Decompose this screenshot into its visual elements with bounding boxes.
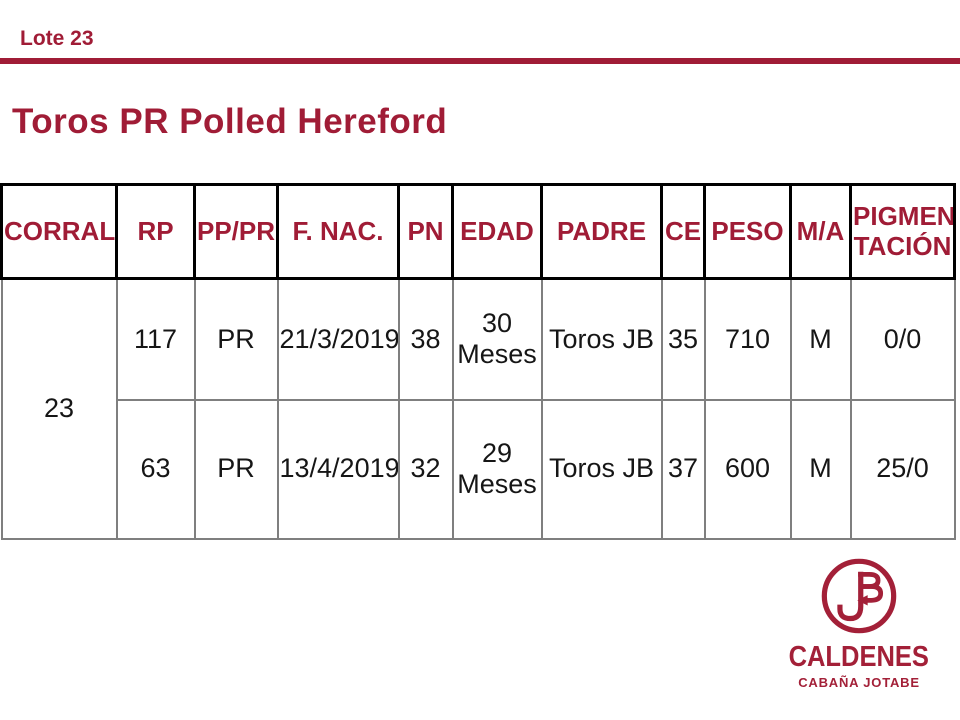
header-divider-line <box>0 58 960 64</box>
col-header-f-nac: F. NAC. <box>276 183 400 280</box>
cell-pp-pr: PR <box>193 277 279 401</box>
col-header-rp: RP <box>115 183 196 280</box>
cattle-table: CORRAL RP PP/PR F. NAC. PN EDAD PADRE CE… <box>0 183 956 540</box>
cell-m-a: M <box>789 398 852 540</box>
caldenes-logo: CALDENES CABAÑA JOTABE <box>788 557 930 690</box>
table-row: 23 117 PR 21/3/2019 38 30 Meses Toros JB… <box>0 277 956 540</box>
cell-f-nac: 21/3/2019 <box>276 277 400 401</box>
col-header-pn: PN <box>397 183 454 280</box>
col-header-corral: CORRAL <box>0 183 118 280</box>
page-title: Toros PR Polled Hereford <box>12 102 448 141</box>
table-header-row: CORRAL RP PP/PR F. NAC. PN EDAD PADRE CE… <box>0 183 956 280</box>
cell-rp: 63 <box>115 398 196 540</box>
cell-ce: 35 <box>660 277 706 401</box>
cell-m-a: M <box>789 277 852 401</box>
cell-ce: 37 <box>660 398 706 540</box>
table-row: 63 PR 13/4/2019 32 29 Meses Toros JB 37 … <box>2 398 956 540</box>
cell-pigmentacion: 0/0 <box>849 277 956 401</box>
cell-rp: 117 <box>115 277 196 401</box>
col-header-pp-pr: PP/PR <box>193 183 279 280</box>
col-header-ce: CE <box>660 183 706 280</box>
cell-corral: 23 <box>0 277 118 540</box>
logo-subtitle: CABAÑA JOTABE <box>798 675 920 690</box>
cell-f-nac: 13/4/2019 <box>276 398 400 540</box>
cell-pn: 32 <box>397 398 454 540</box>
cell-pigmentacion: 25/0 <box>849 398 956 540</box>
col-header-edad: EDAD <box>451 183 543 280</box>
col-header-peso: PESO <box>703 183 792 280</box>
logo-wordmark: CALDENES <box>788 641 930 673</box>
cell-pn: 38 <box>397 277 454 401</box>
cell-pp-pr: PR <box>193 398 279 540</box>
cell-edad: 29 Meses <box>451 398 543 540</box>
lot-label: Lote 23 <box>20 27 94 50</box>
cell-peso: 710 <box>703 277 792 401</box>
col-header-pigmentacion: PIGMEN TACIÓN <box>849 183 956 280</box>
cell-padre: Toros JB <box>540 277 663 401</box>
cell-peso: 600 <box>703 398 792 540</box>
col-header-m-a: M/A <box>789 183 852 280</box>
cell-padre: Toros JB <box>540 398 663 540</box>
col-header-padre: PADRE <box>540 183 663 280</box>
jb-monogram-icon <box>821 558 897 634</box>
cell-edad: 30 Meses <box>451 277 543 401</box>
